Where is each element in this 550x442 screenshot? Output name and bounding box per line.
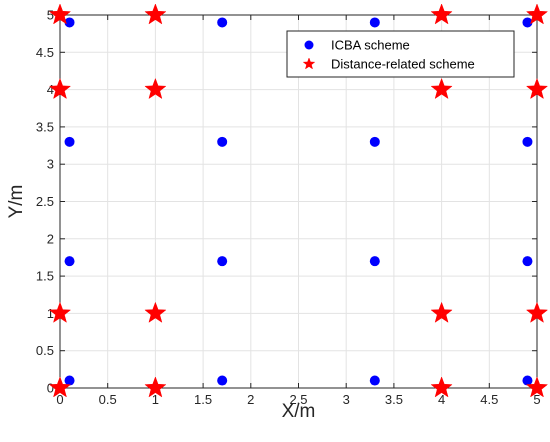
- y-tick-label: 4: [47, 82, 54, 97]
- x-tick-label: 1.5: [194, 392, 212, 407]
- x-tick-label: 0: [56, 392, 63, 407]
- legend-star-marker: [302, 57, 316, 70]
- legend-label: ICBA scheme: [331, 38, 410, 53]
- circle-point: [522, 136, 533, 147]
- star-point: [48, 77, 72, 100]
- x-tick-label: 0.5: [99, 392, 117, 407]
- star-point: [144, 376, 167, 398]
- star-point: [430, 376, 453, 398]
- circle-point: [522, 17, 533, 28]
- y-axis-label: Y/m: [6, 185, 27, 219]
- circle-point: [217, 256, 228, 267]
- circle-point: [369, 375, 380, 386]
- star-point: [525, 77, 549, 100]
- circle-point: [217, 17, 228, 28]
- x-tick-label: 4: [438, 392, 445, 407]
- y-tick-label: 5: [47, 8, 54, 23]
- x-tick-label: 5: [533, 392, 540, 407]
- x-tick-label: 2.5: [289, 392, 307, 407]
- distance-related-series: [48, 3, 549, 398]
- star-point: [430, 301, 453, 323]
- y-tick-label: 0.5: [36, 343, 54, 358]
- y-tick-label: 1.5: [36, 269, 54, 284]
- circle-point: [64, 375, 75, 386]
- x-tick-label: 3: [343, 392, 350, 407]
- y-tick-label: 2: [47, 231, 54, 246]
- star-point: [48, 376, 72, 398]
- legend: ICBA scheme Distance-related scheme: [286, 30, 515, 78]
- y-tick-label: 0: [47, 381, 54, 396]
- legend-label: Distance-related scheme: [331, 57, 475, 72]
- x-tick-label: 4.5: [480, 392, 498, 407]
- x-tick-label: 2: [247, 392, 254, 407]
- x-tick-labels: 0 0.5 1 1.5 2 2.5 3 3.5 4 4.5 5: [56, 392, 540, 407]
- star-point: [525, 3, 549, 25]
- star-point: [430, 3, 453, 25]
- legend-box: [286, 30, 515, 78]
- circle-point: [522, 375, 533, 386]
- legend-circle-marker: [304, 40, 314, 50]
- y-tick-label: 2.5: [36, 194, 54, 209]
- star-point: [144, 3, 167, 25]
- circle-point: [64, 17, 75, 28]
- y-tick-labels: 0 0.5 1 1.5 2 2.5 3 3.5 4 4.5 5: [36, 8, 54, 396]
- x-tick-label: 3.5: [385, 392, 403, 407]
- star-point: [48, 3, 72, 25]
- icba-series: [64, 17, 533, 386]
- star-point: [144, 301, 167, 323]
- circle-point: [217, 136, 228, 147]
- x-tick-label: 1: [152, 392, 159, 407]
- circle-point: [217, 375, 228, 386]
- y-tick-label: 3: [47, 157, 54, 172]
- circle-point: [64, 136, 75, 147]
- star-point: [430, 77, 453, 100]
- y-tick-label: 4.5: [36, 45, 54, 60]
- star-point: [525, 376, 549, 398]
- circle-point: [369, 256, 380, 267]
- circle-point: [64, 256, 75, 267]
- star-point: [144, 77, 167, 100]
- circle-point: [369, 136, 380, 147]
- circle-point: [522, 256, 533, 267]
- y-tick-label: 3.5: [36, 119, 54, 134]
- star-point: [48, 301, 72, 323]
- x-axis-label: X/m: [282, 401, 316, 422]
- data-series: [48, 3, 549, 398]
- circle-point: [369, 17, 380, 28]
- star-point: [525, 301, 549, 323]
- y-tick-label: 1: [47, 306, 54, 321]
